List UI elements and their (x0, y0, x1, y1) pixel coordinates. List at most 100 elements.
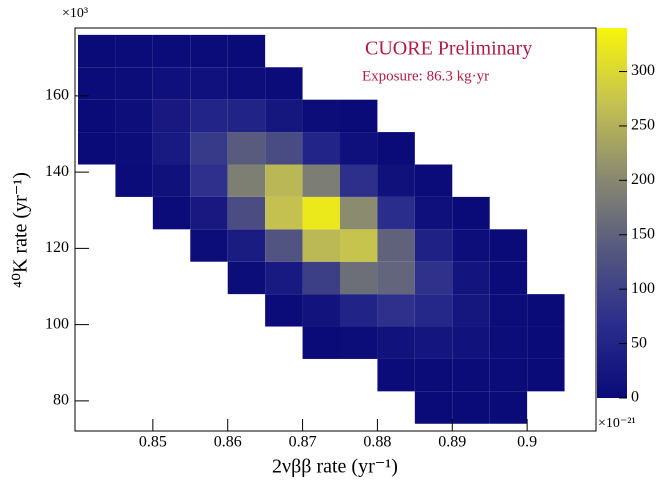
heatmap-cell (302, 132, 340, 165)
heatmap-cell (115, 67, 153, 100)
heatmap-cell (152, 164, 191, 197)
chart-subtitle: Exposure: 86.3 kg·yr (362, 68, 489, 84)
heatmap-cell (265, 99, 303, 133)
heatmap-cell (265, 196, 303, 230)
x-axis-label: 2νββ rate (yr⁻¹) (272, 456, 398, 478)
heatmap-cell (489, 358, 528, 392)
heatmap-cell (77, 67, 116, 100)
heatmap-cell (265, 294, 303, 327)
heatmap-cell (452, 196, 490, 230)
z-tick-label: 200 (631, 171, 655, 188)
heatmap-cell (452, 261, 490, 295)
heatmap-cell (489, 294, 528, 327)
heatmap-cell (527, 326, 565, 359)
y-tick-label: 120 (45, 239, 69, 256)
heatmap-cell (265, 229, 303, 262)
heatmap-cell (339, 261, 378, 295)
heatmap-cell (227, 67, 266, 100)
heatmap-cell (414, 358, 453, 392)
heatmap-cell (302, 99, 340, 133)
heatmap-cell (414, 294, 453, 327)
y-axis-label: ⁴⁰K rate (yr⁻¹) (10, 172, 32, 288)
heatmap-cell (489, 229, 528, 262)
heatmap-cell (227, 34, 266, 68)
heatmap-cell (339, 132, 378, 165)
x-multiplier: ×10⁻²¹ (598, 416, 636, 431)
heatmap-cell (302, 294, 340, 327)
y-multiplier: ×10³ (62, 6, 88, 21)
heatmap-cell (227, 164, 266, 197)
z-tick-label: 300 (631, 62, 655, 79)
heatmap-cell (377, 294, 415, 327)
heatmap-cell (152, 196, 191, 230)
heatmap-cell (227, 196, 266, 230)
chart-title: CUORE Preliminary (365, 38, 532, 60)
heatmap-cell (77, 132, 116, 165)
heatmap-cell (452, 358, 490, 392)
heatmap-cell (227, 261, 266, 295)
heatmap-cell (414, 261, 453, 295)
heatmap-cell (339, 196, 378, 230)
heatmap-cell (377, 132, 415, 165)
heatmap-cell (190, 67, 228, 100)
heatmap-cell (227, 229, 266, 262)
heatmap-cell (527, 358, 565, 392)
heatmap-cell (414, 229, 453, 262)
heatmap-cell (302, 229, 340, 262)
heatmap-cell (77, 34, 116, 68)
heatmap-cell (339, 294, 378, 327)
heatmap-cell (227, 99, 266, 133)
x-tick-label: 0.88 (363, 434, 391, 451)
heatmap-cell (152, 34, 191, 68)
y-tick-label: 140 (45, 163, 69, 180)
heatmap-cell (489, 326, 528, 359)
x-tick-label: 0.86 (214, 434, 242, 451)
heatmap-cell (190, 132, 228, 165)
heatmap-cell (302, 261, 340, 295)
heatmap-cell (77, 99, 116, 133)
heatmap-cell (115, 34, 153, 68)
heatmap-cell (452, 229, 490, 262)
heatmap-cell (115, 99, 153, 133)
heatmap-cell (339, 164, 378, 197)
heatmap-cell (339, 326, 378, 359)
z-tick-label: 150 (631, 225, 655, 242)
heatmap-cell (377, 358, 415, 392)
heatmap-cell (414, 326, 453, 359)
heatmap-cell (190, 34, 228, 68)
heatmap-cell (115, 132, 153, 165)
x-tick-label: 0.89 (438, 434, 466, 451)
z-tick-label: 50 (631, 334, 647, 351)
heatmap-cell (414, 391, 453, 424)
heatmap-cell (190, 99, 228, 133)
heatmap-cell (302, 196, 340, 230)
heatmap-cell (527, 294, 565, 327)
heatmap-cell (489, 391, 528, 424)
y-tick-label: 100 (45, 315, 69, 332)
heatmap-cell (414, 164, 453, 197)
colorbar (597, 28, 627, 398)
heatmap-cell (377, 164, 415, 197)
z-tick-label: 250 (631, 117, 655, 134)
y-tick-label: 160 (45, 87, 69, 104)
heatmap-cell (265, 261, 303, 295)
heatmap-cell (227, 132, 266, 165)
heatmap-cell (265, 164, 303, 197)
heatmap-cell (302, 164, 340, 197)
heatmap-cell (302, 326, 340, 359)
heatmap-cell (152, 132, 191, 165)
heatmap-cell (377, 196, 415, 230)
z-tick-label: 0 (631, 389, 639, 406)
heatmap-cell (377, 326, 415, 359)
heatmap-cell (414, 196, 453, 230)
heatmap-cell (265, 67, 303, 100)
z-tick-label: 100 (631, 280, 655, 297)
x-tick-label: 0.85 (139, 434, 167, 451)
heatmap-cell (190, 229, 228, 262)
heatmap-cell (265, 132, 303, 165)
heatmap-cell (115, 164, 153, 197)
heatmap-cell (452, 326, 490, 359)
heatmap-cell (339, 99, 378, 133)
heatmap-cell (377, 229, 415, 262)
